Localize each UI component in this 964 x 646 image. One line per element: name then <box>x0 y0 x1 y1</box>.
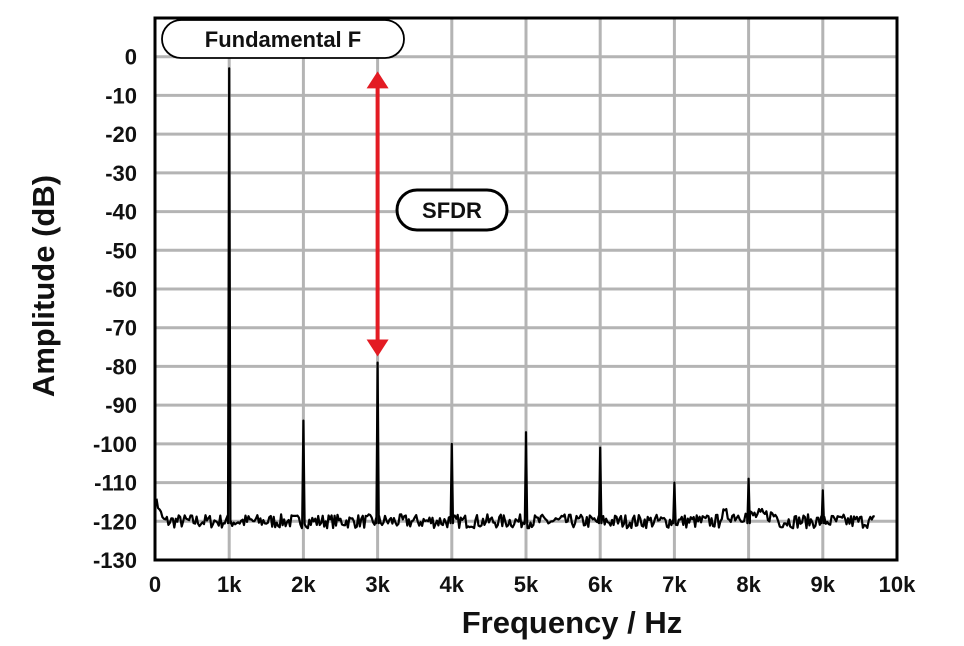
plot-frame <box>153 16 899 562</box>
x-tick-label: 10k <box>879 572 916 597</box>
x-tick-label: 3k <box>365 572 390 597</box>
y-tick-label: -130 <box>93 548 137 573</box>
y-tick-label: -110 <box>94 471 137 496</box>
sfdr-arrow <box>366 71 389 357</box>
x-tick-labels: 0 1k 2k 3k 4k 5k 6k 7k 8k 9k 10k <box>149 572 916 597</box>
x-tick-label: 9k <box>811 572 836 597</box>
fundamental-callout: Fundamental F <box>161 19 405 59</box>
x-tick-label: 1k <box>217 572 242 597</box>
x-tick-label: 2k <box>291 572 316 597</box>
x-tick-label: 8k <box>736 572 761 597</box>
x-tick-label: 7k <box>662 572 687 597</box>
y-tick-label: -120 <box>93 509 137 534</box>
y-tick-label: 0 <box>125 45 137 70</box>
fundamental-callout-box <box>161 19 405 59</box>
y-tick-label: -50 <box>105 238 137 263</box>
y-tick-label: -20 <box>105 122 137 147</box>
sfdr-arrow-head-bottom <box>366 339 389 357</box>
y-tick-label: -90 <box>105 393 137 418</box>
sfdr-callout: SFDR <box>395 188 509 232</box>
y-tick-label: -40 <box>105 200 137 225</box>
y-tick-label: -80 <box>105 354 137 379</box>
x-tick-label: 0 <box>149 572 161 597</box>
y-tick-labels: 0 -10 -20 -30 -40 -50 -60 -70 -80 -90 -100 -110 -120… <box>93 45 137 573</box>
x-axis-title: Frequency / Hz <box>462 605 683 640</box>
sfdr-callout-box <box>395 188 509 232</box>
y-tick-label: -70 <box>105 316 137 341</box>
y-axis-title: Amplitude (dB) <box>26 175 61 397</box>
y-tick-label: -10 <box>105 83 137 108</box>
spectrum-line <box>155 67 875 530</box>
sfdr-arrow-head-top <box>366 71 389 89</box>
y-tick-label: -60 <box>105 277 137 302</box>
x-tick-label: 5k <box>514 572 539 597</box>
x-tick-label: 4k <box>440 572 465 597</box>
y-tick-label: -30 <box>105 161 137 186</box>
x-tick-label: 6k <box>588 572 613 597</box>
sfdr-label: SFDR <box>422 198 482 223</box>
fundamental-label: Fundamental F <box>205 27 361 52</box>
y-tick-label: -100 <box>93 432 137 457</box>
